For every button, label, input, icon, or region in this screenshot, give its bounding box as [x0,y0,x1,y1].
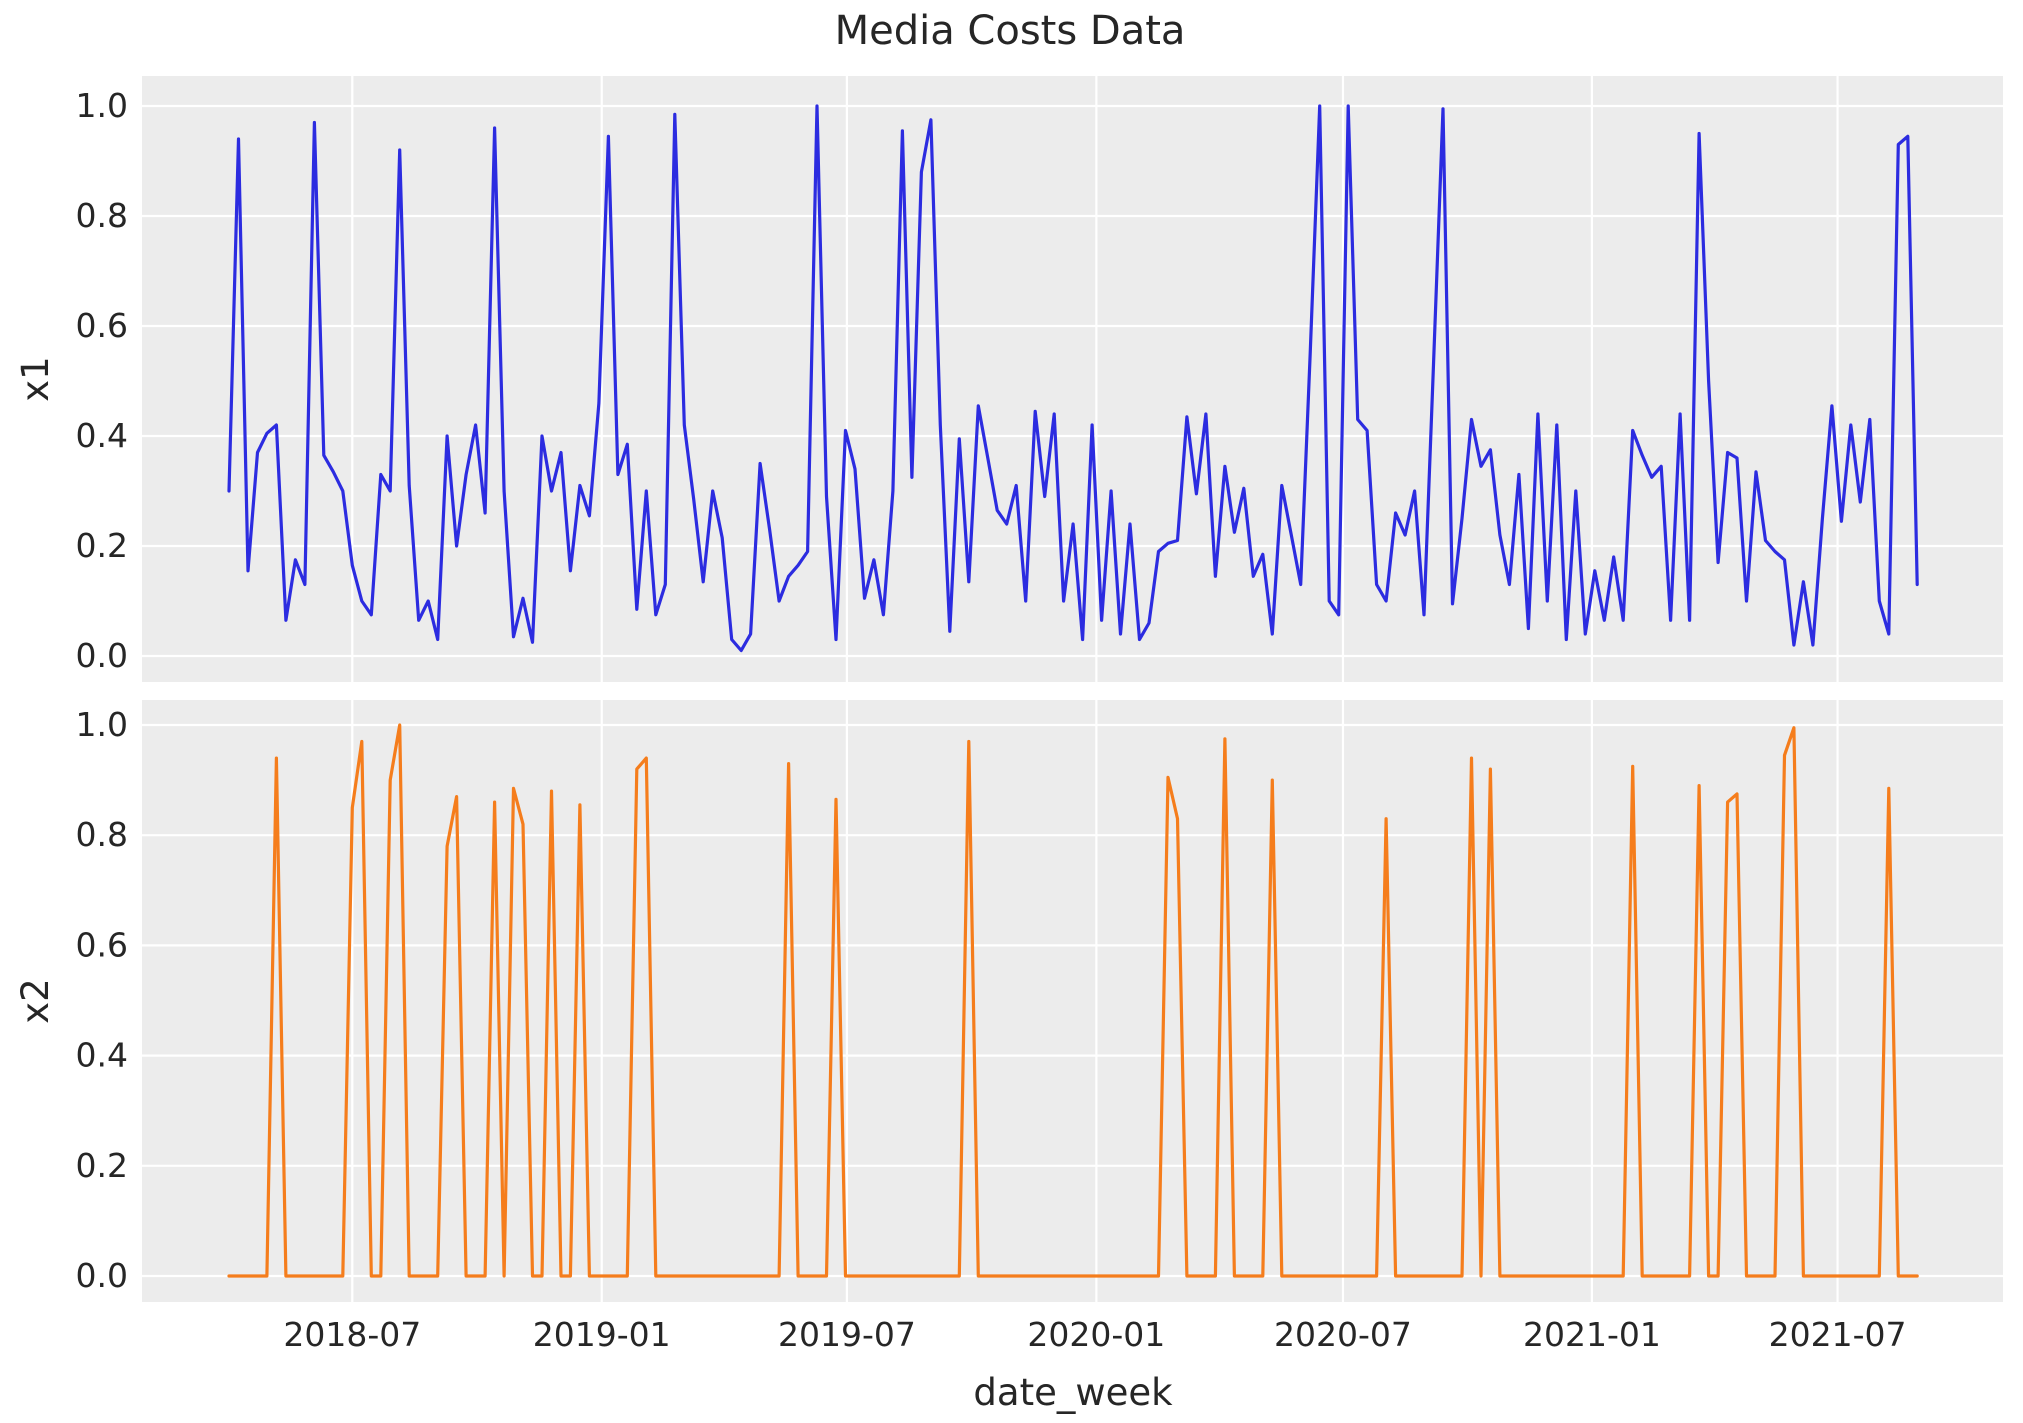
y-tick-label: 0.8 [76,196,128,235]
y-tick-label: 0.4 [76,1036,128,1075]
plot-area-x1 [142,76,2003,682]
y-tick-label: 1.0 [76,86,128,125]
x-tick-label: 2020-07 [1274,1315,1412,1354]
y-tick-label: 0.0 [76,636,128,675]
tick-labels: 0.0 0.2 0.4 0.6 0.8 1.0 0.0 0.2 0.4 0.6 0.8 1.0 2018… [76,86,1907,1354]
x-tick-label: 2018-07 [283,1315,421,1354]
series-x1-line [227,104,1919,653]
x-tick-label: 2019-07 [778,1315,916,1354]
y2-axis-title: x2 [14,978,57,1023]
y-tick-label: 0.8 [76,815,128,854]
series-lines [227,104,1919,1278]
y-tick-label: 0.0 [76,1256,128,1295]
panel-backgrounds [142,76,2003,1302]
x-tick-label: 2021-01 [1523,1315,1661,1354]
y1-axis-title: x1 [14,356,57,401]
y-tick-label: 0.2 [76,526,128,565]
y-tick-label: 0.2 [76,1146,128,1185]
x-axis-title: date_week [973,1371,1173,1414]
plot-area-x2 [142,700,2003,1302]
y-tick-label: 0.6 [76,925,128,964]
y-tick-label: 1.0 [76,705,128,744]
chart-title: Media Costs Data [835,8,1186,54]
y-tick-label: 0.6 [76,306,128,345]
y-tick-label: 0.4 [76,416,128,455]
x-tick-label: 2020-01 [1027,1315,1165,1354]
x-tick-label: 2019-01 [533,1315,671,1354]
x-tick-label: 2021-07 [1769,1315,1907,1354]
series-x2-line [227,723,1919,1278]
